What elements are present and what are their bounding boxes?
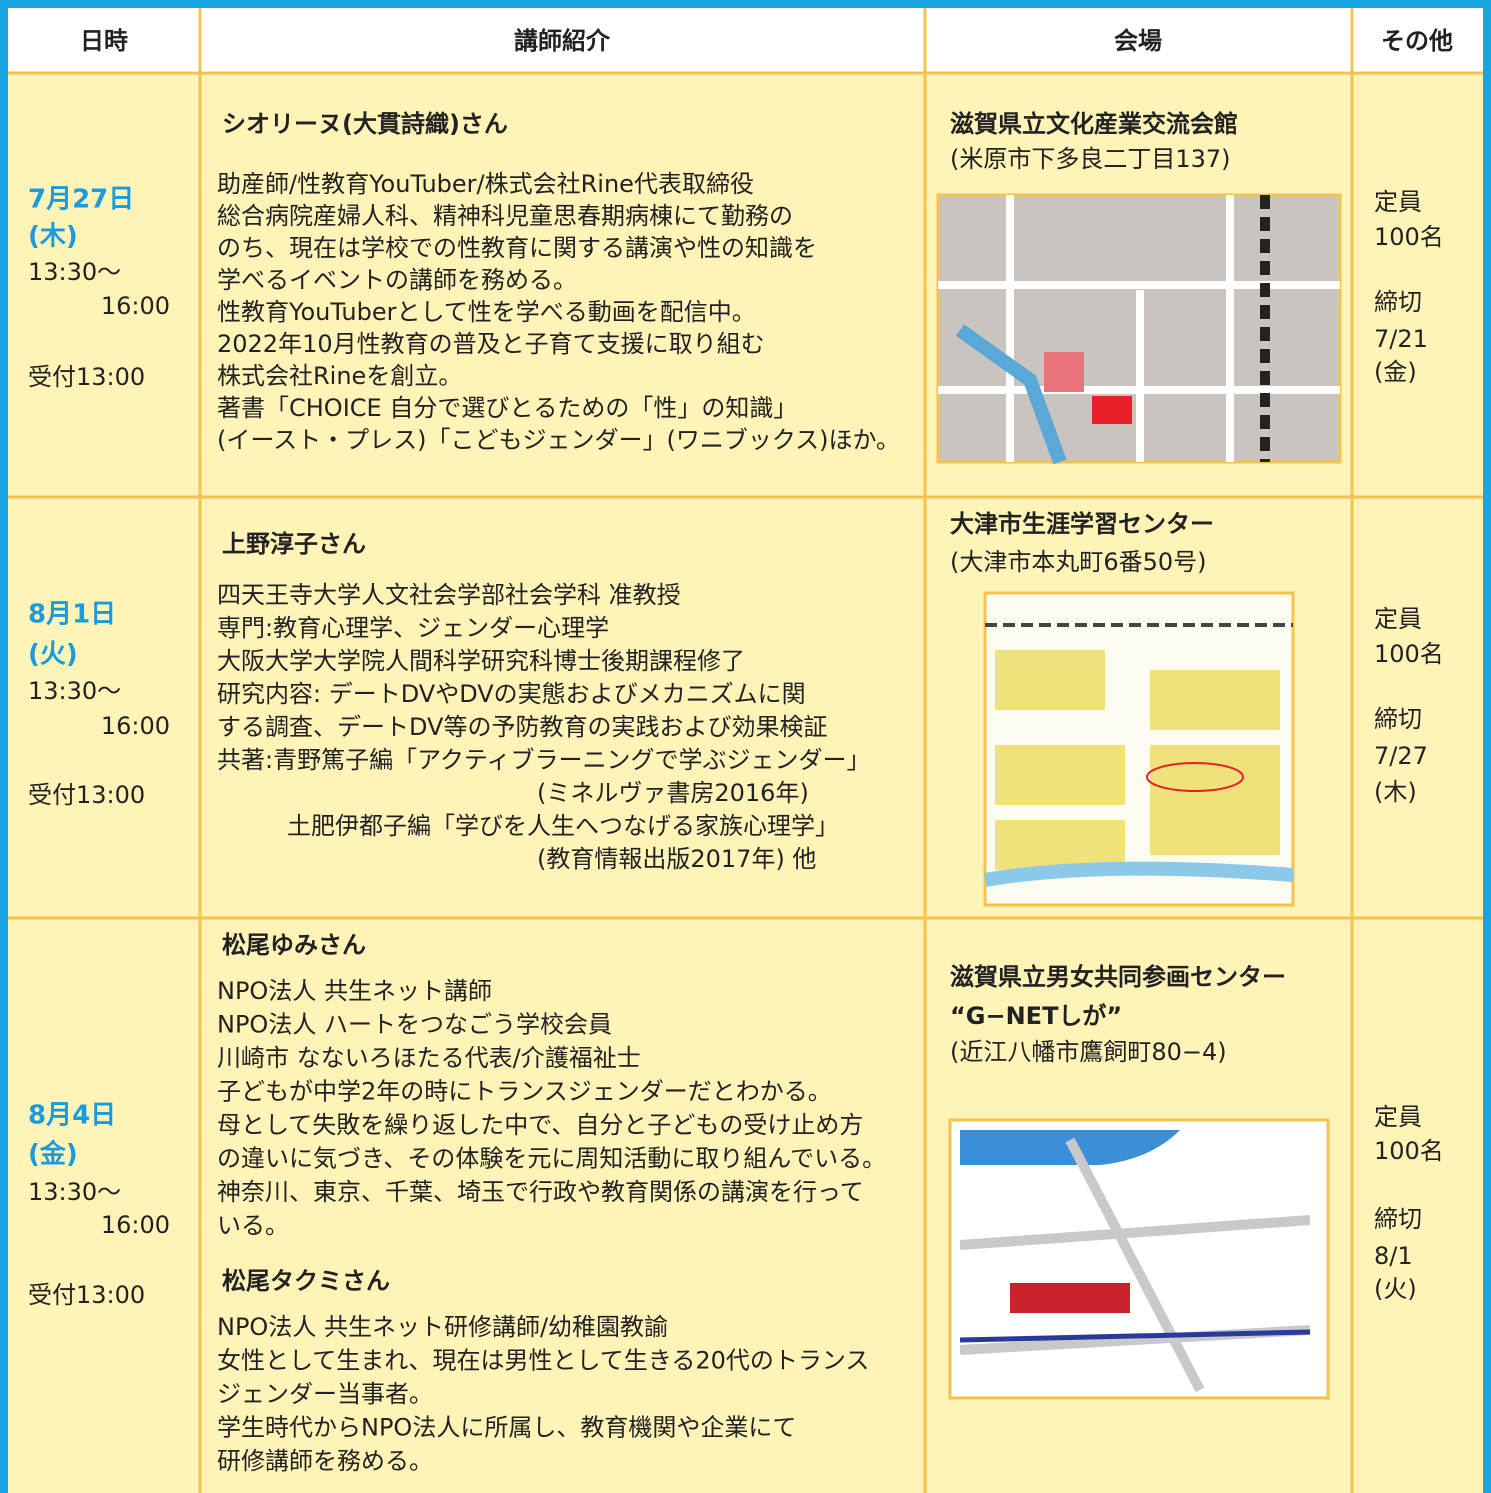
time-end: 16:00 xyxy=(101,292,170,320)
speaker-line: NPO法人 ハートをつなごう学校会員 xyxy=(217,1011,612,1039)
speaker-line: 川崎市 なないろほたる代表/介護福祉士 xyxy=(217,1044,641,1072)
speaker-line: (教育情報出版2017年) 他 xyxy=(537,845,816,873)
capacity: 100名 xyxy=(1374,223,1444,251)
deadline-weekday: (木) xyxy=(1374,778,1417,806)
capacity: 100名 xyxy=(1374,640,1444,668)
speaker-line: 研究内容: デートDVやDVの実態およびメカニズムに関 xyxy=(217,680,806,708)
speaker-line: 性教育YouTuberとして性を学べる動画を配信中。 xyxy=(217,298,756,326)
capacity: 100名 xyxy=(1374,1137,1444,1165)
venue-address: (近江八幡市鷹飼町80−4) xyxy=(950,1038,1227,1066)
deadline-weekday: (金) xyxy=(1374,358,1417,386)
speaker-line: 助産師/性教育YouTuber/株式会社Rine代表取締役 xyxy=(217,170,754,198)
date: 7月27日 xyxy=(28,185,134,215)
speaker-line: 共著:青野篤子編「アクティブラーニングで学ぶジェンダー」 xyxy=(217,746,870,774)
speaker-line: する調査、デートDV等の予防教育の実践および効果検証 xyxy=(217,713,827,741)
time-end: 16:00 xyxy=(101,712,170,740)
speaker-line: 神奈川、東京、千葉、埼玉で行政や教育関係の講演を行って xyxy=(217,1178,864,1206)
venue-name: 大津市生涯学習センター xyxy=(950,510,1214,538)
speaker-line: いる。 xyxy=(217,1212,289,1240)
time-start: 13:30〜 xyxy=(28,258,121,286)
speaker-line: 四天王寺大学人文社会学部社会学科 准教授 xyxy=(217,581,681,609)
deadline-label: 締切 xyxy=(1374,705,1422,733)
deadline-label: 締切 xyxy=(1374,288,1422,316)
deadline: 7/27 xyxy=(1374,742,1428,770)
speaker-line: NPO法人 共生ネット講師 xyxy=(217,977,492,1005)
map-1 xyxy=(936,193,1342,465)
speaker-line: ジェンダー当事者。 xyxy=(217,1380,433,1408)
speaker-line: 土肥伊都子編「学びを人生へつなげる家族心理学」 xyxy=(287,812,839,840)
capacity-label: 定員 xyxy=(1374,605,1422,633)
venue-name: “G−NETしが” xyxy=(950,1002,1122,1030)
map-3 xyxy=(948,1118,1330,1400)
header-cell: その他 xyxy=(1381,27,1453,55)
weekday: (金) xyxy=(28,1139,78,1170)
header-cell: 講師紹介 xyxy=(514,27,611,55)
speaker-line: 株式会社Rineを創立。 xyxy=(217,362,462,390)
reception: 受付13:00 xyxy=(28,363,145,391)
reception: 受付13:00 xyxy=(28,781,145,809)
deadline-label: 締切 xyxy=(1374,1205,1422,1233)
venue-name: 滋賀県立文化産業交流会館 xyxy=(950,110,1238,138)
speaker-line: 学生時代からNPO法人に所属し、教育機関や企業にて xyxy=(217,1414,796,1442)
speaker-line: 2022年10月性教育の普及と子育て支援に取り組む xyxy=(217,330,765,358)
grid xyxy=(8,8,1483,1493)
header-cell: 日時 xyxy=(80,27,128,55)
speaker-line: 母として失敗を繰り返した中で、自分と子どもの受け止め方 xyxy=(217,1111,863,1139)
venue-address: (大津市本丸町6番50号) xyxy=(950,548,1207,576)
venue-address: (米原市下多良二丁目137) xyxy=(950,145,1231,173)
reception: 受付13:00 xyxy=(28,1281,145,1309)
speaker-line: のち、現在は学校での性教育に関する講演や性の知識を xyxy=(217,234,817,262)
speaker-name: シオリーヌ(大貫詩織)さん xyxy=(222,110,508,138)
weekday: (火) xyxy=(28,640,78,670)
capacity-label: 定員 xyxy=(1374,1103,1422,1131)
speaker-line: 学べるイベントの講師を務める。 xyxy=(217,266,577,294)
weekday: (木) xyxy=(28,222,78,252)
header-cell: 会場 xyxy=(1114,27,1162,55)
venue-name: 滋賀県立男女共同参画センター xyxy=(950,963,1286,991)
capacity-label: 定員 xyxy=(1374,188,1422,216)
speaker-line: (イースト・プレス)「こどもジェンダー」(ワニブックス)ほか。 xyxy=(217,426,900,454)
deadline-weekday: (火) xyxy=(1374,1275,1417,1303)
deadline: 7/21 xyxy=(1374,325,1428,353)
date: 8月4日 xyxy=(28,1101,116,1131)
speaker-line: 女性として生まれ、現在は男性として生きる20代のトランス xyxy=(217,1347,869,1375)
time-start: 13:30〜 xyxy=(28,1178,121,1206)
time-start: 13:30〜 xyxy=(28,677,121,705)
speaker-line: (ミネルヴァ書房2016年) xyxy=(537,779,809,807)
speaker-line: 研修講師を務める。 xyxy=(217,1447,433,1475)
speaker-line: の違いに気づき、その体験を元に周知活動に取り組んでいる。 xyxy=(217,1145,886,1173)
speaker-name: 上野淳子さん xyxy=(222,530,366,558)
speaker-line: 総合病院産婦人科、精神科児童思春期病棟にて勤務の xyxy=(217,202,793,230)
map-2 xyxy=(983,591,1295,907)
header-bg xyxy=(8,8,1483,73)
speaker-line: 大阪大学大学院人間科学研究科博士後期課程修了 xyxy=(217,647,745,675)
speaker-name: 松尾ゆみさん xyxy=(222,931,366,959)
time-end: 16:00 xyxy=(101,1211,170,1239)
speaker-line: 専門:教育心理学、ジェンダー心理学 xyxy=(217,614,609,642)
date: 8月1日 xyxy=(28,600,116,630)
speaker-name: 松尾タクミさん xyxy=(222,1267,390,1295)
deadline: 8/1 xyxy=(1374,1242,1413,1270)
speaker-line: NPO法人 共生ネット研修講師/幼稚園教諭 xyxy=(217,1313,668,1341)
speaker-line: 子どもが中学2年の時にトランスジェンダーだとわかる。 xyxy=(217,1078,832,1106)
speaker-line: 著書「CHOICE 自分で選びとるための「性」の知識」 xyxy=(217,394,797,422)
